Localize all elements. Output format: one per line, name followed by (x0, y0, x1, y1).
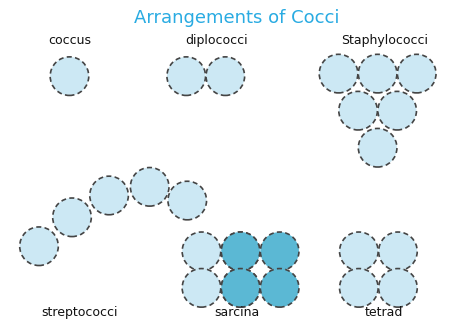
Ellipse shape (206, 57, 245, 95)
Ellipse shape (339, 232, 378, 271)
Text: diplococci: diplococci (185, 34, 248, 47)
Ellipse shape (53, 198, 91, 237)
Ellipse shape (20, 227, 58, 266)
Ellipse shape (260, 232, 299, 271)
Ellipse shape (50, 57, 89, 95)
Ellipse shape (182, 232, 221, 271)
Ellipse shape (90, 176, 128, 215)
Ellipse shape (319, 54, 358, 93)
Ellipse shape (339, 91, 377, 130)
Ellipse shape (168, 181, 207, 220)
Text: tetrad: tetrad (365, 306, 403, 319)
Text: streptococci: streptococci (41, 306, 118, 319)
Ellipse shape (221, 269, 260, 307)
Ellipse shape (358, 54, 397, 93)
Ellipse shape (379, 232, 417, 271)
Ellipse shape (182, 269, 221, 307)
Ellipse shape (221, 232, 260, 271)
Ellipse shape (358, 128, 397, 167)
Ellipse shape (130, 168, 169, 206)
Ellipse shape (167, 57, 206, 95)
Ellipse shape (379, 269, 417, 307)
Ellipse shape (221, 232, 260, 271)
Text: sarcina: sarcina (214, 306, 260, 319)
Ellipse shape (397, 54, 436, 93)
Ellipse shape (260, 269, 299, 307)
Ellipse shape (221, 269, 260, 307)
Ellipse shape (339, 269, 378, 307)
Text: coccus: coccus (48, 34, 91, 47)
Ellipse shape (378, 91, 417, 130)
Text: Staphylococci: Staphylococci (341, 34, 428, 47)
Text: Arrangements of Cocci: Arrangements of Cocci (134, 9, 340, 27)
